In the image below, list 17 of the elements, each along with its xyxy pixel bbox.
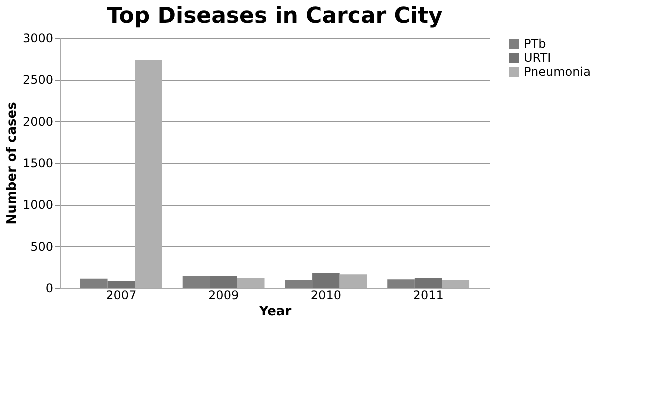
x-tick-label: 2009 — [208, 288, 240, 302]
x-tick-label: 2010 — [310, 288, 342, 302]
y-tick-label: 1000 — [22, 198, 54, 212]
y-tick-label: 3000 — [22, 32, 54, 46]
x-axis-title: Year — [258, 304, 292, 320]
legend-label: PTb — [524, 37, 546, 51]
legend-label: URTI — [524, 51, 552, 65]
legend-label: Pneumonia — [524, 65, 591, 79]
y-tick-label: 0 — [46, 282, 54, 296]
y-tick-label: 2000 — [22, 114, 54, 129]
x-tick-label: 2007 — [106, 288, 137, 302]
y-axis-title: Number of cases — [4, 102, 20, 225]
x-tick-label: 2011 — [413, 288, 444, 302]
chart-title: Top Diseases in Carcar City — [107, 4, 443, 29]
y-tick-label: 1500 — [22, 156, 54, 170]
y-tick-label: 500 — [30, 240, 54, 254]
y-tick-label: 2500 — [22, 73, 54, 88]
